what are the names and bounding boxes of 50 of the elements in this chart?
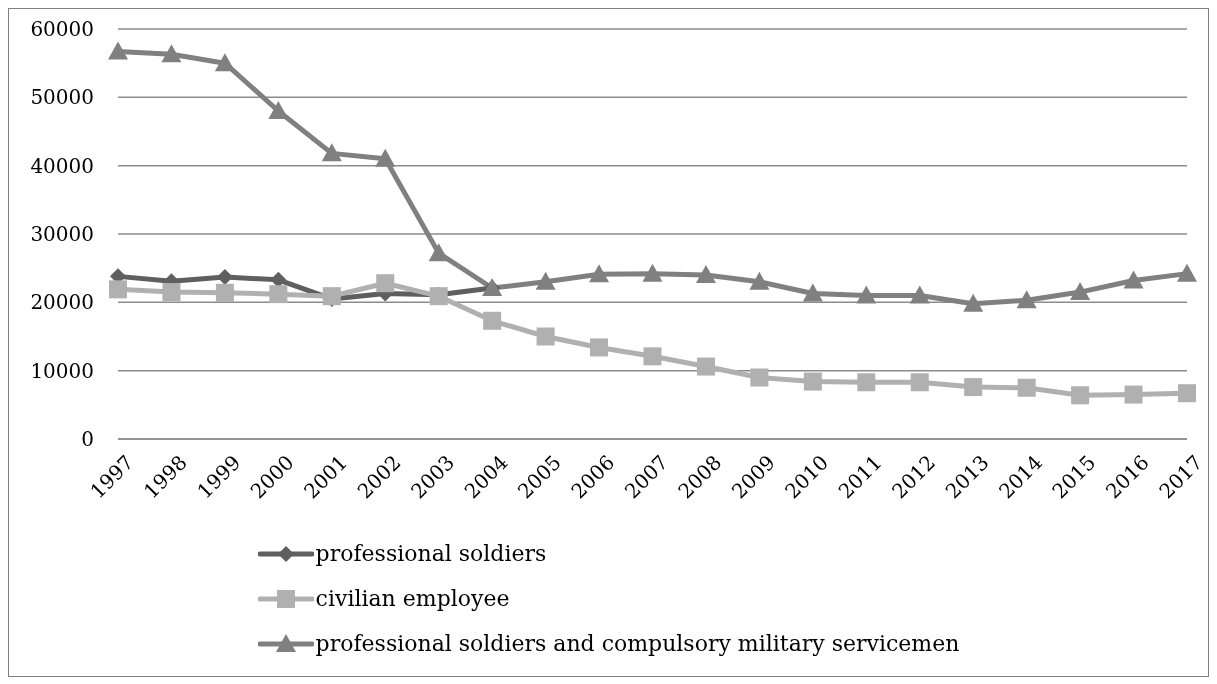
point	[1070, 282, 1091, 301]
point	[1177, 263, 1197, 282]
point	[1071, 386, 1090, 405]
point	[1124, 385, 1143, 404]
point	[589, 264, 610, 283]
point	[802, 283, 823, 302]
point	[1016, 290, 1037, 309]
legend-label: civilian employee	[315, 586, 510, 611]
point	[162, 283, 181, 302]
point	[1123, 270, 1144, 289]
point	[268, 101, 289, 119]
point	[376, 274, 395, 293]
legend-label: professional soldiers and compulsory military servicemen	[315, 631, 960, 656]
point	[214, 53, 235, 72]
point	[857, 373, 876, 392]
point	[590, 338, 609, 357]
point	[428, 243, 449, 262]
point	[964, 378, 983, 397]
point	[483, 311, 502, 330]
point	[269, 285, 288, 304]
point	[856, 285, 877, 304]
y-tick-label: 30000	[30, 222, 94, 247]
point	[749, 271, 770, 290]
point	[803, 372, 822, 391]
y-tick-label: 0	[81, 427, 94, 452]
y-tick-label: 60000	[30, 17, 94, 42]
point	[750, 368, 769, 387]
point	[161, 44, 182, 63]
point	[643, 347, 662, 366]
point	[1178, 384, 1196, 403]
point	[108, 41, 128, 60]
point	[909, 285, 930, 304]
y-tick-label: 40000	[30, 153, 94, 178]
point	[375, 148, 396, 167]
y-tick-label: 20000	[30, 290, 94, 315]
y-tick-label: 50000	[30, 85, 94, 110]
point	[910, 373, 929, 392]
point	[270, 271, 287, 288]
point	[1017, 378, 1036, 397]
legend-label: professional soldiers	[315, 541, 547, 566]
point	[642, 263, 663, 282]
point	[109, 280, 127, 299]
point	[695, 265, 716, 283]
point	[696, 357, 715, 376]
point	[535, 271, 556, 290]
point	[321, 143, 342, 162]
y-tick-label: 10000	[30, 358, 94, 383]
point	[536, 327, 555, 346]
point	[215, 283, 234, 302]
point	[963, 293, 984, 312]
